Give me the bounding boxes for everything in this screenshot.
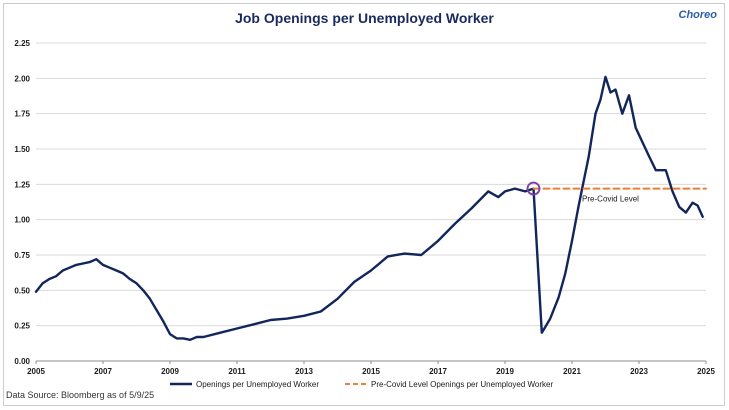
y-tick-label: 1.75 [14, 110, 30, 119]
legend: Openings per Unemployed Worker Pre-Covid … [170, 380, 553, 389]
brand-logo: Choreo [678, 9, 718, 21]
y-tick-label: 1.50 [14, 145, 30, 154]
x-tick-label: 2007 [94, 367, 112, 376]
series-layer [34, 75, 707, 341]
openings-per-unemployed-line [34, 75, 704, 341]
x-tick-label: 2015 [362, 367, 380, 376]
y-tick-label: 2.25 [14, 39, 30, 48]
chart-frame [3, 3, 725, 406]
legend-label-openings: Openings per Unemployed Worker [196, 380, 319, 389]
x-tick-label: 2021 [563, 367, 581, 376]
x-tick-label: 2005 [27, 367, 45, 376]
y-tick-label: 0.50 [14, 286, 30, 295]
x-tick-label: 2013 [295, 367, 313, 376]
y-tick-label: 2.00 [14, 74, 30, 83]
data-source-note: Data Source: Bloomberg as of 5/9/25 [6, 390, 155, 400]
x-tick-label: 2023 [630, 367, 648, 376]
pre-covid-marker-circle [526, 181, 541, 196]
x-tick-label: 2019 [496, 367, 514, 376]
x-tick-label: 2011 [228, 367, 246, 376]
legend-label-pre-covid: Pre-Covid Level Openings per Unemployed … [371, 380, 553, 389]
pre-covid-level-annotation: Pre-Covid Level [582, 194, 639, 203]
x-tick-label: 2025 [697, 367, 715, 376]
x-tick-label: 2009 [161, 367, 179, 376]
y-tick-label: 0.75 [14, 251, 30, 260]
axis-layer: 0.00 0.25 0.50 0.75 1.00 1.25 1.50 1.75 2.00 2.25… [14, 39, 715, 376]
y-tick-label: 0.00 [14, 357, 30, 366]
y-tick-label: 1.25 [14, 180, 30, 189]
grid-layer [36, 42, 706, 362]
y-tick-label: 0.25 [14, 322, 30, 331]
x-tick-label: 2017 [429, 367, 447, 376]
chart-title: Job Openings per Unemployed Worker [235, 10, 494, 26]
y-tick-label: 1.00 [14, 216, 30, 225]
annotation-layer: Pre-Covid Level [526, 181, 639, 203]
